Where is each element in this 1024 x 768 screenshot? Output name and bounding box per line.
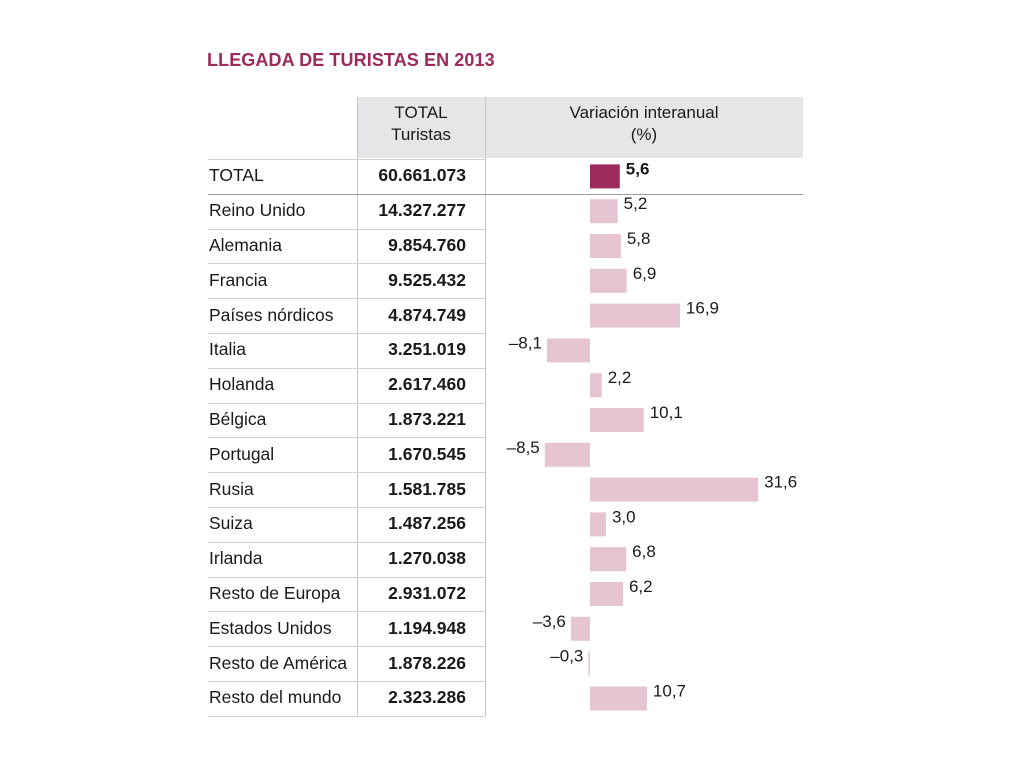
table-bottom-border xyxy=(208,716,485,717)
header-variation-line2: (%) xyxy=(630,125,658,144)
header-variation-line1: Variación interanual xyxy=(569,103,719,122)
row-divider xyxy=(208,333,485,334)
total-tourists-value: 2.931.072 xyxy=(388,583,466,603)
row-divider xyxy=(208,681,485,682)
total-tourists-value: 1.487.256 xyxy=(388,513,466,533)
variation-label: –8,1 xyxy=(509,333,542,352)
variation-label: 16,9 xyxy=(686,299,719,318)
variation-label: 3,0 xyxy=(612,507,636,526)
header-total-line2: Turistas xyxy=(391,125,451,144)
header-total-turistas: TOTAL Turistas xyxy=(357,102,485,146)
row-label: Suiza xyxy=(209,513,253,533)
total-tourists-value: 14.327.277 xyxy=(378,200,466,220)
variation-bar xyxy=(546,338,590,363)
row-divider xyxy=(208,194,803,195)
variation-bar-total xyxy=(590,164,620,189)
row-label: Reino Unido xyxy=(209,200,306,220)
total-tourists-value: 1.878.226 xyxy=(388,653,466,673)
variation-label: 31,6 xyxy=(764,473,797,492)
total-tourists-value: 1.670.545 xyxy=(388,444,466,464)
total-tourists-value: 1.270.038 xyxy=(388,548,466,568)
row-label: Italia xyxy=(209,339,246,359)
row-divider xyxy=(208,159,485,160)
row-label: Bélgica xyxy=(209,409,267,429)
total-tourists-value: 1.194.948 xyxy=(388,618,466,638)
variation-bar xyxy=(590,408,644,432)
row-label-total: TOTAL xyxy=(209,165,264,185)
variation-label-total: 5,6 xyxy=(626,159,650,178)
row-label: Resto de América xyxy=(209,653,348,673)
row-label: Estados Unidos xyxy=(209,618,332,638)
row-label: Resto del mundo xyxy=(209,687,342,707)
variation-bar xyxy=(590,582,623,606)
variation-label: 6,8 xyxy=(632,542,656,561)
column-divider xyxy=(357,97,358,716)
row-divider xyxy=(208,472,485,473)
row-divider xyxy=(208,437,485,438)
variation-bar xyxy=(570,616,590,641)
variation-label: 10,1 xyxy=(650,403,683,422)
variation-bar xyxy=(590,686,647,711)
row-divider xyxy=(208,507,485,508)
variation-bar xyxy=(590,234,621,258)
header-total-line1: TOTAL xyxy=(394,103,448,122)
variation-label: 6,9 xyxy=(633,264,657,283)
variation-bar xyxy=(590,477,759,502)
row-divider xyxy=(208,229,485,230)
row-divider xyxy=(208,611,485,612)
variation-bar xyxy=(544,442,590,467)
variation-label: 2,2 xyxy=(608,368,632,387)
total-tourists-value-total: 60.661.073 xyxy=(378,165,466,185)
variation-bar xyxy=(590,199,618,224)
total-tourists-value: 1.581.785 xyxy=(388,479,466,499)
total-tourists-value: 4.874.749 xyxy=(388,305,466,325)
total-tourists-value: 9.525.432 xyxy=(388,270,466,290)
row-label: Rusia xyxy=(209,479,254,499)
row-label: Francia xyxy=(209,270,268,290)
header-variacion: Variación interanual (%) xyxy=(485,102,803,146)
total-tourists-value: 9.854.760 xyxy=(388,235,466,255)
row-divider xyxy=(208,542,485,543)
total-tourists-value: 3.251.019 xyxy=(388,339,466,359)
variation-label: –0,3 xyxy=(550,647,583,666)
row-divider xyxy=(208,577,485,578)
row-label: Holanda xyxy=(209,374,275,394)
variation-bar xyxy=(588,651,590,676)
total-tourists-value: 2.323.286 xyxy=(388,687,466,707)
row-label: Resto de Europa xyxy=(209,583,341,603)
row-label: Alemania xyxy=(209,235,282,255)
row-divider xyxy=(208,646,485,647)
column-divider xyxy=(485,97,486,716)
variation-bar xyxy=(590,373,602,398)
variation-bar xyxy=(590,268,627,293)
row-label: Países nórdicos xyxy=(209,305,334,325)
variation-bar xyxy=(590,303,680,328)
total-tourists-value: 2.617.460 xyxy=(388,374,466,394)
variation-bar xyxy=(590,547,627,572)
variation-label: –3,6 xyxy=(533,612,566,631)
row-label: Irlanda xyxy=(209,548,263,568)
table-header-background xyxy=(357,97,803,158)
row-divider xyxy=(208,298,485,299)
variation-label: 5,8 xyxy=(627,229,651,248)
variation-label: 6,2 xyxy=(629,577,653,596)
variation-bar xyxy=(590,512,606,537)
row-divider xyxy=(208,368,485,369)
total-tourists-value: 1.873.221 xyxy=(388,409,466,429)
row-label: Portugal xyxy=(209,444,275,464)
variation-label: 10,7 xyxy=(653,681,686,700)
variation-label: 5,2 xyxy=(624,194,648,213)
row-divider xyxy=(208,263,485,264)
variation-label: –8,5 xyxy=(507,438,540,457)
row-divider xyxy=(208,403,485,404)
chart-title: LLEGADA DE TURISTAS EN 2013 xyxy=(207,50,495,70)
